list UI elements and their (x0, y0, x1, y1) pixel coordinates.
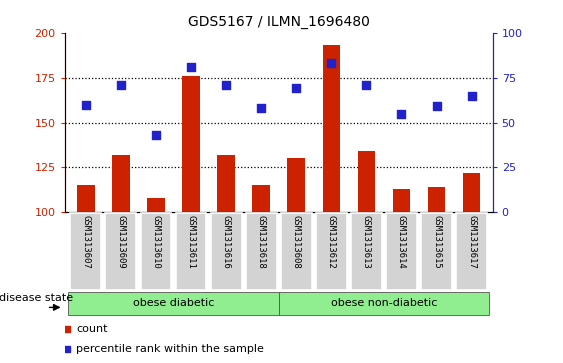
Bar (252, 185, 270, 212)
Bar (112, 155, 129, 212)
FancyBboxPatch shape (421, 213, 452, 290)
Text: percentile rank within the sample: percentile rank within the sample (77, 344, 264, 354)
FancyBboxPatch shape (245, 213, 276, 290)
Bar (463, 173, 480, 212)
FancyBboxPatch shape (141, 213, 171, 290)
FancyBboxPatch shape (70, 213, 101, 290)
Point (292, 85, 301, 91)
Point (257, 105, 266, 111)
Bar (288, 158, 305, 212)
Text: GSM1313616: GSM1313616 (222, 215, 231, 269)
Text: GSM1313610: GSM1313610 (151, 215, 160, 269)
Text: GSM1313615: GSM1313615 (432, 215, 441, 269)
Bar (217, 155, 235, 212)
FancyBboxPatch shape (281, 213, 312, 290)
Bar (358, 151, 375, 212)
Text: GSM1313614: GSM1313614 (397, 215, 406, 269)
Point (467, 93, 476, 98)
Bar (182, 76, 200, 212)
FancyBboxPatch shape (386, 213, 417, 290)
Point (151, 132, 160, 138)
Point (397, 111, 406, 117)
FancyBboxPatch shape (105, 213, 136, 290)
FancyBboxPatch shape (279, 292, 489, 315)
Title: GDS5167 / ILMN_1696480: GDS5167 / ILMN_1696480 (187, 15, 370, 29)
Text: disease state: disease state (0, 293, 73, 303)
Text: GSM1313618: GSM1313618 (257, 215, 266, 269)
Point (327, 60, 336, 66)
Bar (77, 185, 95, 212)
Point (222, 82, 231, 88)
Bar (392, 189, 410, 212)
Text: GSM1313607: GSM1313607 (81, 215, 90, 269)
Text: GSM1313612: GSM1313612 (327, 215, 336, 269)
FancyBboxPatch shape (68, 292, 279, 315)
Bar (147, 198, 165, 212)
Text: GSM1313608: GSM1313608 (292, 215, 301, 269)
Text: GSM1313613: GSM1313613 (362, 215, 371, 269)
Point (186, 64, 195, 70)
Point (432, 103, 441, 109)
Point (81, 102, 90, 107)
Bar (323, 45, 340, 212)
FancyBboxPatch shape (176, 213, 207, 290)
Point (117, 82, 126, 88)
FancyBboxPatch shape (456, 213, 487, 290)
Text: GSM1313617: GSM1313617 (467, 215, 476, 269)
Bar (428, 187, 445, 212)
Text: obese non-diabetic: obese non-diabetic (330, 298, 437, 309)
FancyBboxPatch shape (316, 213, 347, 290)
Text: GSM1313611: GSM1313611 (186, 215, 195, 269)
Text: count: count (77, 324, 108, 334)
FancyBboxPatch shape (351, 213, 382, 290)
Text: obese diabetic: obese diabetic (133, 298, 214, 309)
Point (362, 82, 371, 88)
Text: GSM1313609: GSM1313609 (117, 215, 126, 269)
FancyBboxPatch shape (211, 213, 242, 290)
